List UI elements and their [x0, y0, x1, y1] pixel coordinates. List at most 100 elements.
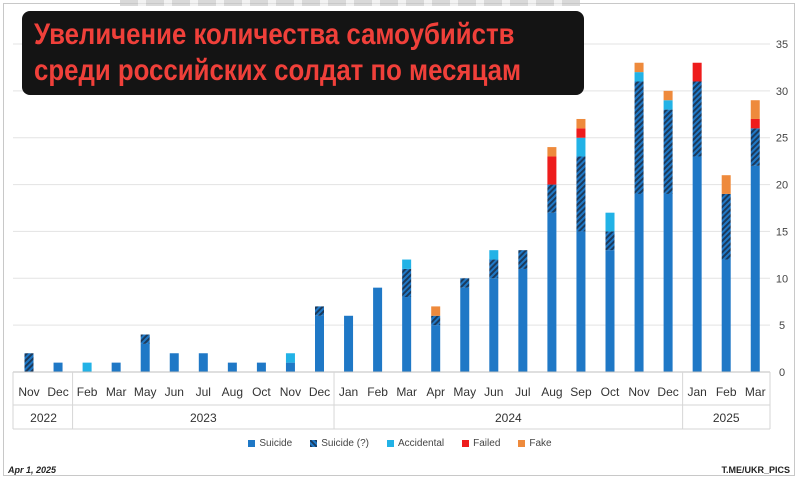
bar-suicide — [460, 287, 470, 372]
chart-title-box: Увеличение количества самоубийств среди … — [22, 11, 584, 95]
bar-accidental — [634, 72, 644, 82]
y-tick-label: 5 — [779, 320, 785, 332]
bar-suicide — [547, 184, 557, 213]
bar-suicide — [344, 315, 354, 372]
bar-suicide — [692, 81, 702, 157]
bar-suicide — [315, 306, 324, 316]
bar-suicide — [227, 362, 237, 372]
x-tick-label: Jan — [687, 385, 706, 399]
x-tick-label: Mar — [106, 385, 127, 399]
legend-swatch — [310, 440, 318, 447]
y-tick-label: 30 — [776, 86, 788, 98]
bar-suicide — [518, 268, 528, 372]
y-tick-label: 35 — [776, 39, 788, 51]
x-tick-label: Feb — [367, 385, 388, 399]
x-tick-label: Mar — [745, 385, 766, 399]
x-tick-label: Jun — [484, 385, 503, 399]
footer-source: T.ME/UKR_PICS — [721, 465, 790, 475]
bar-suicide — [547, 212, 557, 372]
bar-suicide — [605, 231, 615, 251]
x-tick-label: Aug — [541, 385, 562, 399]
bar-accidental — [285, 353, 295, 363]
bar-suicide — [576, 231, 586, 372]
x-tick-label: Nov — [628, 385, 649, 399]
chart-title-line-1: Увеличение количества самоубийств — [34, 18, 515, 51]
x-tick-label: Nov — [280, 385, 301, 399]
bar-failed — [576, 128, 586, 138]
bar-suicide — [256, 362, 266, 372]
bar-failed — [692, 62, 702, 82]
x-tick-label: Sep — [570, 385, 592, 399]
bar-failed — [547, 156, 557, 185]
year-label: 2024 — [495, 411, 522, 425]
bar-suicide — [576, 156, 586, 232]
bar-suicide — [721, 193, 731, 260]
bar-suicide — [489, 259, 499, 279]
year-label: 2023 — [190, 411, 217, 425]
y-tick-label: 15 — [776, 226, 788, 238]
bar-suicide — [605, 250, 615, 372]
bar-accidental — [663, 100, 673, 110]
bar-suicide — [663, 193, 673, 372]
x-tick-label: Nov — [18, 385, 39, 399]
bar-accidental — [489, 250, 499, 260]
bar-suicide — [518, 250, 528, 269]
x-tick-label: May — [453, 385, 476, 399]
chart-legend: Suicide Suicide (?) Accidental Failed Fake — [0, 438, 800, 449]
bar-suicide — [111, 362, 121, 372]
legend-label: Fake — [529, 438, 552, 449]
bar-suicide — [431, 315, 441, 326]
legend-swatch — [248, 440, 256, 447]
legend-item: Suicide (?) — [310, 438, 369, 449]
y-tick-label: 0 — [779, 367, 785, 379]
legend-label: Failed — [473, 438, 501, 449]
bar-failed — [750, 118, 760, 129]
x-tick-label: Jul — [515, 385, 530, 399]
bar-accidental — [576, 137, 586, 157]
x-tick-label: Dec — [657, 385, 678, 399]
bar-fake — [576, 118, 586, 129]
gridlines — [13, 43, 770, 326]
bar-suicide — [53, 362, 63, 372]
bar-fake — [547, 147, 557, 157]
x-tick-label: Jun — [165, 385, 184, 399]
chart-title-line-2: среди российских солдат по месяцам — [34, 54, 522, 87]
legend-label: Suicide (?) — [321, 438, 369, 449]
x-tick-label: Jan — [339, 385, 358, 399]
x-tick-label: Jul — [196, 385, 211, 399]
legend-item: Fake — [518, 438, 552, 449]
y-tick-label: 20 — [776, 180, 788, 192]
bar-fake — [663, 90, 673, 101]
background-strip — [120, 0, 580, 6]
bar-suicide — [663, 109, 673, 194]
legend-item: Failed — [462, 438, 500, 449]
bar-suicide — [634, 193, 644, 372]
legend-swatch — [387, 440, 394, 447]
bar-accidental — [605, 212, 615, 232]
bar-suicide — [634, 81, 644, 194]
legend-item: Suicide — [248, 438, 292, 449]
x-tick-label: Dec — [309, 385, 330, 399]
bar-suicide — [140, 334, 150, 344]
bar-suicide — [692, 156, 702, 372]
bar-fake — [634, 62, 644, 73]
year-label: 2022 — [30, 411, 57, 425]
legend-item: Accidental — [387, 438, 444, 449]
bar-suicide — [489, 278, 499, 372]
bar-suicide — [750, 165, 760, 372]
bar-accidental — [82, 362, 92, 372]
bars — [24, 62, 760, 372]
bar-suicide — [460, 278, 470, 288]
bar-suicide — [285, 362, 295, 372]
bar-suicide — [315, 315, 324, 372]
bar-suicide — [24, 353, 34, 372]
bar-suicide — [198, 353, 208, 372]
year-label: 2025 — [713, 411, 740, 425]
x-tick-label: Apr — [426, 385, 445, 399]
bar-fake — [721, 175, 731, 194]
bar-suicide — [402, 268, 412, 298]
x-tick-label: Feb — [716, 385, 737, 399]
x-tick-label: Mar — [396, 385, 417, 399]
x-tick-label: Feb — [77, 385, 98, 399]
bar-suicide — [373, 287, 383, 372]
